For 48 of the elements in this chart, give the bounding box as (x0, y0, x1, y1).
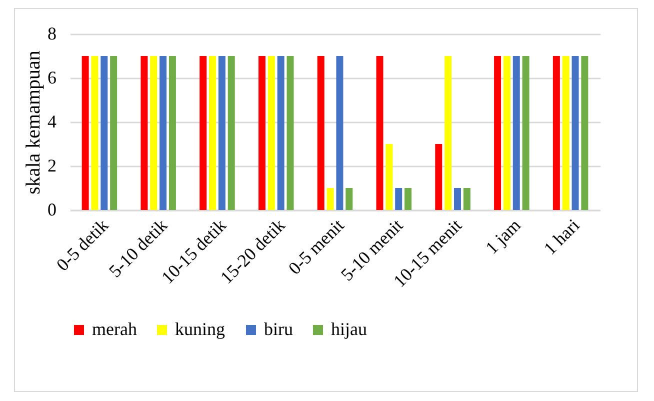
bar (376, 56, 384, 210)
bar (150, 56, 158, 210)
bar (581, 56, 588, 210)
legend-label: kuning (175, 319, 226, 339)
legend-label: biru (264, 319, 293, 339)
bar (395, 188, 402, 210)
legend-label: hijau (331, 319, 367, 339)
bar (277, 56, 284, 210)
bar (218, 56, 226, 210)
legend-label: merah (92, 319, 137, 339)
bar (160, 56, 167, 210)
bar (336, 56, 344, 210)
bar (512, 56, 520, 210)
bar (258, 56, 266, 210)
bar (435, 144, 442, 210)
bar (140, 56, 148, 210)
x-tick-label: 1 hari (540, 215, 584, 259)
bar (463, 188, 470, 210)
bar (200, 56, 207, 210)
bar (286, 56, 294, 210)
bar (494, 56, 502, 210)
y-tick-label: 0 (48, 200, 56, 220)
y-tick-label: 8 (48, 24, 56, 44)
bar (572, 56, 579, 210)
bar (326, 188, 334, 210)
bar (168, 56, 176, 210)
bar (562, 56, 570, 210)
bar (346, 188, 353, 210)
y-tick-label: 6 (48, 68, 56, 88)
bar (82, 56, 89, 210)
bar (228, 56, 235, 210)
bar (91, 56, 98, 210)
bar (268, 56, 275, 210)
y-tick-label: 2 (48, 156, 56, 176)
bar (454, 188, 461, 210)
bar (386, 144, 393, 210)
bar (110, 56, 118, 210)
bar (209, 56, 216, 210)
y-tick-label: 4 (48, 112, 56, 132)
bar (444, 56, 452, 210)
bar (522, 56, 530, 210)
bar (317, 56, 324, 210)
x-tick-label: 1 jam (482, 215, 524, 258)
bar (552, 56, 560, 210)
bar (503, 56, 510, 210)
bar (404, 188, 412, 210)
y-axis-title: skala kemampuan (22, 50, 44, 194)
bar (100, 56, 108, 210)
